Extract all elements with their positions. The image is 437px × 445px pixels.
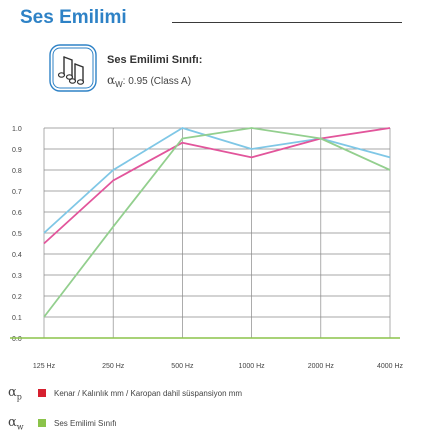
music-notes-icon [49,44,97,92]
x-tick-label: 2000 Hz [308,363,335,370]
title-underline [172,22,402,23]
x-tick-label: 250 Hz [102,363,125,370]
y-tick-label: 0.1 [12,315,22,322]
legend-symbol-aw: αw [8,414,24,432]
y-tick-label: 0.5 [12,231,22,238]
page-title: Ses Emilimi [20,7,127,28]
x-tick-label: 4000 Hz [377,363,404,370]
y-tick-label: 0.8 [12,168,22,175]
legend-swatch-green [38,419,46,427]
series-line-0 [43,127,391,234]
x-tick-label: 125 Hz [33,363,56,370]
series-line-2 [43,127,391,318]
legend-swatch-red [38,389,46,397]
y-tick-label: 0.9 [12,147,22,154]
legend-symbol-ap: αp [8,384,22,402]
alpha-subscript: W [115,80,123,89]
y-tick-label: 1.0 [12,126,22,133]
y-tick-label: 0.7 [12,189,22,196]
class-value-text: : 0.95 (Class A) [122,76,192,87]
absorption-class-title: Ses Emilimi Sınıfı: [107,54,203,66]
series-line-1 [43,127,391,245]
x-tick-label: 1000 Hz [239,363,266,370]
y-tick-label: 0.0 [12,336,22,343]
legend-label-ap: Kenar / Kalınlık mm / Karopan dahil süsp… [54,388,243,398]
absorption-chart: 0.0 0.1 0.2 0.3 0.4 0.5 0.6 0.7 0.8 0.9 1.0 125 Hz 2… [10,126,404,370]
y-tick-label: 0.3 [12,273,22,280]
x-tick-label: 500 Hz [171,363,194,370]
absorption-class-value: αW: 0.95 (Class A) [107,73,191,89]
y-tick-label: 0.6 [12,210,22,217]
alpha-symbol: α [107,73,116,87]
legend-label-aw: Ses Emilimi Sınıfı [54,418,117,428]
y-tick-label: 0.4 [12,252,22,259]
legend-item-ap: αp Kenar / Kalınlık mm / Karopan dahil s… [8,384,242,402]
legend-item-aw: αw Ses Emilimi Sınıfı [8,414,117,432]
y-tick-label: 0.2 [12,294,22,301]
